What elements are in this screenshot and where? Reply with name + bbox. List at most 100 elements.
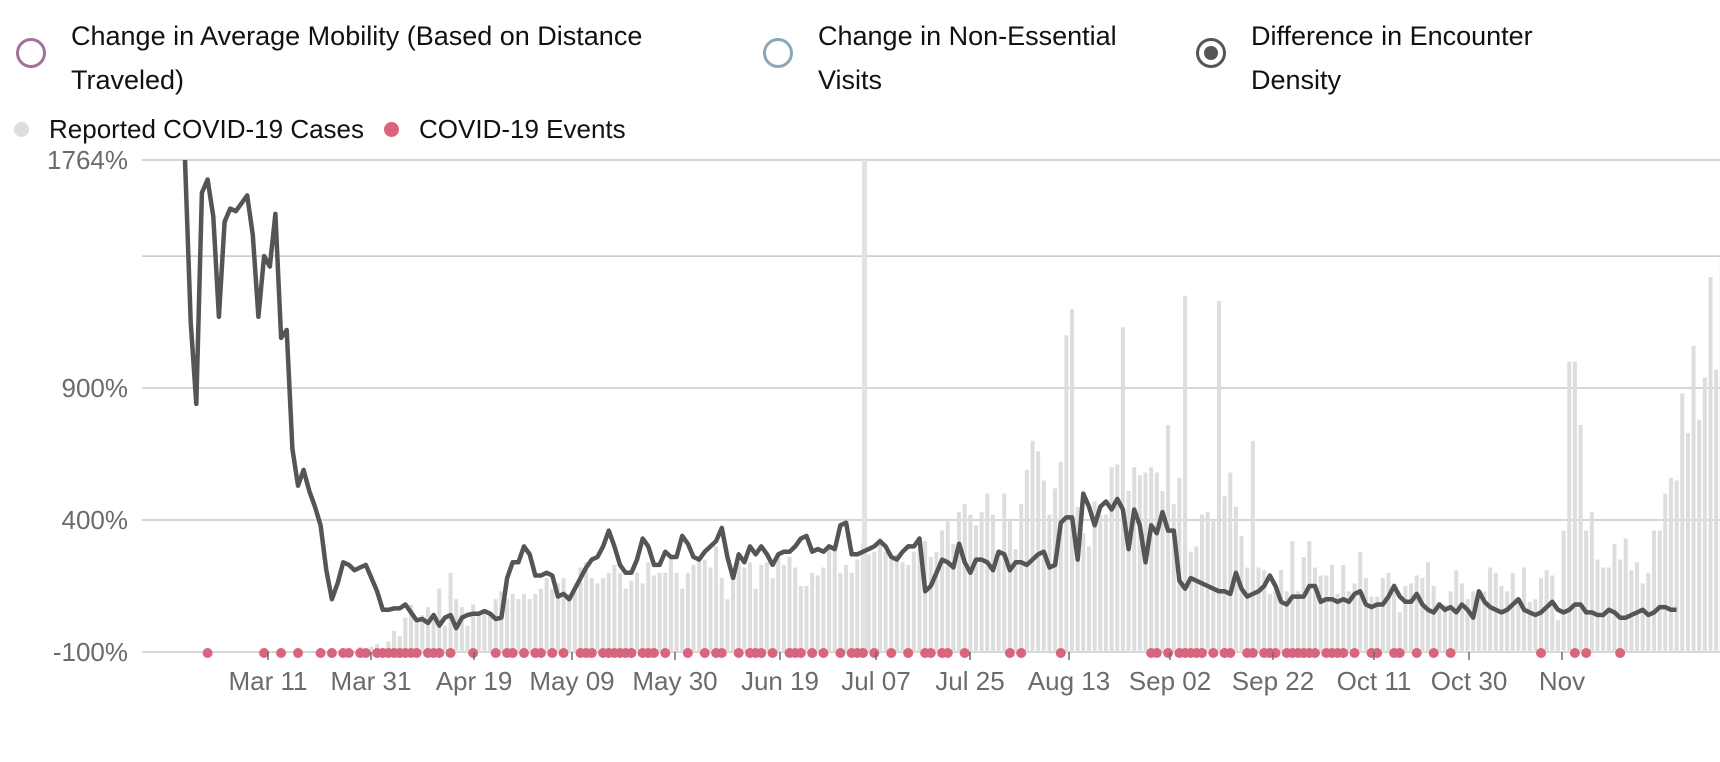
- event-dot[interactable]: [1208, 648, 1219, 658]
- event-dot[interactable]: [293, 648, 303, 658]
- case-bar: [1222, 496, 1227, 652]
- event-dot[interactable]: [535, 648, 546, 658]
- case-bar: [1216, 300, 1221, 652]
- case-bar: [1132, 467, 1137, 652]
- event-dot[interactable]: [756, 648, 767, 658]
- case-bar: [584, 562, 589, 652]
- event-dot[interactable]: [886, 648, 897, 658]
- event-dot[interactable]: [1004, 648, 1015, 658]
- event-dot[interactable]: [942, 648, 953, 658]
- radio-circle-icon[interactable]: [763, 38, 793, 68]
- encounter-density-line: [182, 159, 1677, 631]
- event-dot[interactable]: [259, 648, 270, 658]
- event-dot[interactable]: [858, 648, 868, 658]
- event-dot[interactable]: [1016, 648, 1027, 658]
- case-bar: [1567, 361, 1572, 652]
- event-dot[interactable]: [326, 648, 337, 658]
- event-dot[interactable]: [818, 648, 829, 658]
- event-dot[interactable]: [807, 648, 818, 658]
- legend-dot-icon: [384, 122, 400, 137]
- event-dot[interactable]: [1411, 648, 1422, 658]
- case-bar-peak: [862, 160, 867, 652]
- case-bar: [1183, 295, 1188, 652]
- legend-dot-icon: [14, 122, 29, 137]
- event-dot[interactable]: [1349, 648, 1360, 658]
- case-bar: [731, 580, 736, 652]
- event-dot[interactable]: [445, 648, 456, 658]
- case-bar: [866, 554, 871, 652]
- case-bar: [736, 562, 741, 652]
- event-dot[interactable]: [925, 648, 936, 658]
- event-dot[interactable]: [1445, 648, 1456, 658]
- event-dot[interactable]: [490, 648, 501, 658]
- event-dot[interactable]: [315, 648, 326, 658]
- event-dot[interactable]: [586, 648, 597, 658]
- event-dot[interactable]: [360, 648, 371, 658]
- event-dot[interactable]: [795, 648, 806, 658]
- event-dot[interactable]: [1310, 648, 1320, 658]
- event-dot[interactable]: [1197, 648, 1207, 658]
- event-dot[interactable]: [1569, 648, 1580, 658]
- event-dot[interactable]: [343, 648, 354, 658]
- event-dot[interactable]: [716, 648, 727, 658]
- radio-average-mobility[interactable]: Change in Average Mobility (Based on Dis…: [16, 14, 642, 102]
- event-dot[interactable]: [767, 648, 778, 658]
- event-dot[interactable]: [1338, 648, 1349, 658]
- case-bar: [759, 564, 764, 652]
- event-dot[interactable]: [733, 648, 744, 658]
- event-dot[interactable]: [507, 648, 518, 658]
- x-tick-label: May 09: [529, 666, 614, 696]
- event-dot[interactable]: [1151, 648, 1162, 658]
- event-dot[interactable]: [1055, 648, 1066, 658]
- case-bar: [1149, 467, 1154, 652]
- radio-selected-icon[interactable]: [1196, 38, 1226, 68]
- event-dot[interactable]: [699, 648, 710, 658]
- event-dot[interactable]: [1225, 648, 1236, 658]
- radio-encounter-density[interactable]: Difference in Encounter Density: [1196, 14, 1533, 102]
- legend-item-covid-events[interactable]: COVID-19 Events: [384, 114, 626, 145]
- event-dot[interactable]: [519, 648, 529, 658]
- event-dot[interactable]: [1163, 648, 1174, 658]
- radio-non-essential-visits[interactable]: Change in Non-Essential Visits: [763, 14, 1117, 102]
- event-dot[interactable]: [648, 648, 659, 658]
- case-bar: [527, 599, 532, 652]
- case-bar: [1652, 530, 1656, 652]
- y-tick-label: 400%: [62, 505, 129, 535]
- event-dot[interactable]: [903, 648, 914, 658]
- case-bar: [1313, 567, 1317, 652]
- event-dot[interactable]: [959, 648, 970, 658]
- event-dot[interactable]: [276, 648, 287, 658]
- event-dot[interactable]: [1270, 648, 1281, 658]
- case-bar: [1584, 530, 1589, 652]
- event-dot[interactable]: [835, 648, 846, 658]
- event-dot[interactable]: [468, 648, 479, 658]
- event-dot[interactable]: [434, 648, 445, 658]
- case-bar: [1375, 596, 1380, 652]
- case-bar: [1448, 591, 1453, 652]
- case-bar: [1561, 530, 1566, 652]
- event-dot[interactable]: [202, 648, 213, 658]
- legend-item-reported-cases[interactable]: Reported COVID-19 Cases: [14, 114, 364, 145]
- case-bar: [934, 551, 939, 652]
- case-bar: [629, 580, 634, 652]
- event-dot[interactable]: [1394, 648, 1405, 658]
- event-dot[interactable]: [1536, 648, 1546, 658]
- case-bar: [844, 564, 849, 652]
- event-dot[interactable]: [1615, 648, 1626, 658]
- event-dot[interactable]: [660, 648, 671, 658]
- case-bar: [951, 543, 956, 652]
- case-bar: [510, 593, 515, 652]
- event-dot[interactable]: [682, 648, 693, 658]
- event-dot[interactable]: [558, 648, 569, 658]
- event-dot[interactable]: [869, 648, 880, 658]
- radio-circle-icon[interactable]: [16, 38, 46, 68]
- event-dot[interactable]: [1428, 648, 1439, 658]
- event-dot[interactable]: [411, 648, 422, 658]
- event-dot[interactable]: [1247, 648, 1258, 658]
- event-dot[interactable]: [547, 648, 558, 658]
- event-dot[interactable]: [1581, 648, 1592, 658]
- case-bar: [742, 567, 747, 652]
- event-dot[interactable]: [626, 648, 637, 658]
- case-bar: [668, 556, 673, 652]
